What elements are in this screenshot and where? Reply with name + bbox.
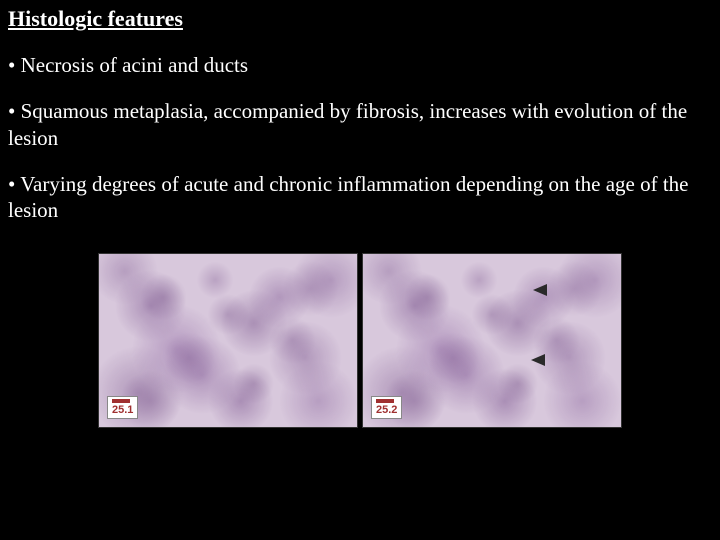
image-label-text: 25.2: [376, 405, 397, 416]
image-label-box: 25.2: [371, 396, 402, 419]
slide-title: Histologic features: [8, 6, 712, 32]
bullet-2: • Squamous metaplasia, accompanied by fi…: [8, 98, 712, 151]
arrow-icon: [533, 284, 547, 296]
arrow-icon: [531, 354, 545, 366]
histology-image-1: 25.1: [98, 253, 358, 428]
slide-container: Histologic features • Necrosis of acini …: [0, 0, 720, 540]
bullet-1: • Necrosis of acini and ducts: [8, 52, 712, 78]
image-label-text: 25.1: [112, 405, 133, 416]
label-bar-icon: [376, 399, 394, 403]
images-row: 25.1 25.2: [8, 253, 712, 428]
histology-image-2: 25.2: [362, 253, 622, 428]
image-label-box: 25.1: [107, 396, 138, 419]
bullet-3: • Varying degrees of acute and chronic i…: [8, 171, 712, 224]
label-bar-icon: [112, 399, 130, 403]
